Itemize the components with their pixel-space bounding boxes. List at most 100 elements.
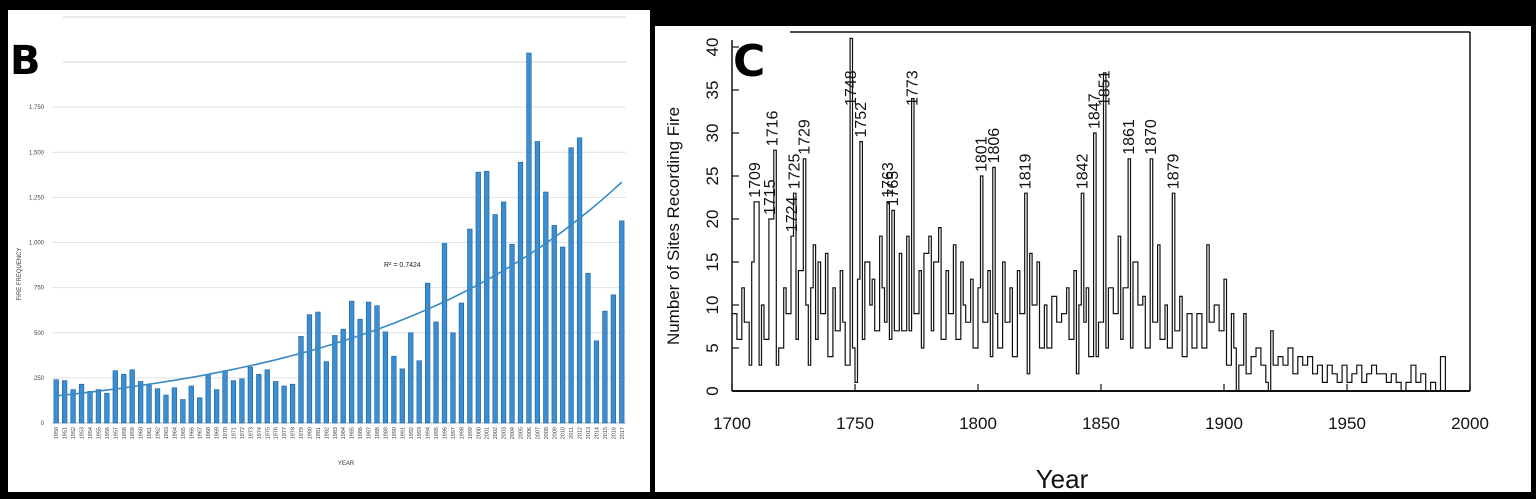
panel-b-x-tick-label: 1960	[139, 427, 145, 439]
panel-b-x-tick-label: 1958	[122, 427, 128, 439]
panel-b-x-axis-label: YEAR	[338, 461, 355, 467]
panel-b-x-tick-label: 1955	[96, 427, 102, 439]
panel-b-x-tick-label: 1993	[417, 427, 423, 439]
panel-b-x-tick-label: 1961	[147, 427, 153, 439]
panel-b-bar	[500, 201, 507, 424]
panel-b-bar	[365, 301, 372, 424]
panel-b-bar	[163, 394, 169, 424]
panel-b-x-tick-label: 1967	[198, 427, 204, 439]
panel-b-bar	[610, 294, 616, 424]
panel-b-y-tick-label: 1,500	[29, 150, 45, 156]
panel-b-x-tick-label: 1998	[459, 427, 465, 439]
panel-b-x-tick-label: 1988	[375, 427, 381, 439]
panel-b-bar	[197, 397, 203, 424]
panel-c-peak-label: 1716	[764, 111, 781, 147]
panel-b-x-tick-label: 1956	[105, 427, 111, 439]
panel-c-peak-label: 1715	[762, 179, 779, 215]
panel-b-x-tick-label: 1989	[383, 427, 389, 439]
panel-b-x-tick-label: 1996	[443, 427, 449, 439]
panel-b-x-tick-label: 1965	[181, 427, 187, 439]
panel-b-x-tick-label: 1963	[164, 427, 170, 439]
panel-c-svg: C Year Number of Sites Recording Fire 0 5…	[655, 10, 1531, 492]
panel-b-x-tick-label: 2015	[603, 427, 609, 439]
panel-b-x-tick-label: 1962	[156, 427, 162, 439]
panel-b-x-tick-label: 2006	[527, 427, 533, 439]
panel-b-x-tick-label: 1986	[358, 427, 364, 439]
panel-c-x-tick-label: 1750	[836, 414, 874, 433]
panel-b-bar	[146, 384, 152, 424]
panel-c-top-strip	[655, 10, 1531, 26]
panel-b-x-tick-label: 1999	[468, 427, 474, 439]
panel-b-bar	[576, 137, 583, 424]
panel-c-x-tick-label: 2000	[1451, 414, 1489, 433]
panel-b-bar	[568, 147, 574, 424]
panel-b-y-axis-label: FIRE FREQUENCY	[17, 247, 23, 300]
panel-b-x-tick-label: 2009	[552, 427, 558, 439]
panel-b-bar	[230, 380, 237, 424]
panel-b-x-tick-label: 1979	[299, 427, 305, 439]
panel-b-bar	[441, 243, 448, 424]
panel-c-x-ticks: 1700 1750 1800 1850 1900 1950 2000	[713, 384, 1489, 433]
panel-b-bar	[87, 391, 93, 424]
panel-b-x-tick-label: 1976	[274, 427, 280, 439]
panel-b-bar	[53, 379, 59, 424]
panel-b-bar	[467, 228, 473, 424]
panel-b-bar	[543, 191, 549, 424]
panel-b-bar	[450, 332, 456, 424]
panel-b-bar	[281, 385, 287, 424]
panel-c-y-tick-label: 25	[703, 167, 722, 186]
panel-b-trendline	[56, 181, 623, 397]
panel-b-bar	[408, 332, 414, 424]
panel-b-bar	[213, 389, 220, 424]
panel-b-x-tick-label: 1964	[172, 427, 178, 439]
panel-b-bar	[323, 361, 329, 424]
panel-b-bar	[256, 373, 262, 424]
panel-b-x-tick-label: 2001	[485, 427, 491, 439]
panel-b-bar	[517, 161, 524, 424]
panel-b-x-tick-label: 2007	[535, 427, 541, 439]
panel-b-x-tick-label: 2017	[620, 427, 626, 439]
panel-b-bar	[104, 392, 110, 424]
panel-b-bar	[484, 170, 490, 424]
panel-b-y-ticks: 0 250 500 750 1,000 1,250 1,500 1,750	[29, 105, 45, 427]
panel-b-bar	[560, 246, 566, 424]
panel-c-peak-label: 1725	[787, 154, 804, 190]
panel-b-x-tick-label: 1953	[80, 427, 86, 439]
panel-b-x-tick-label: 1950	[54, 427, 60, 439]
panel-c-y-tick-label: 40	[703, 38, 722, 57]
panel-b-bar	[382, 331, 389, 424]
panel-b-bar	[619, 220, 625, 424]
panel-b-x-tick-label: 2003	[502, 427, 508, 439]
panel-b-bar	[95, 389, 102, 424]
panel-c-fire-series-line	[732, 37, 1470, 392]
panel-b-bar	[298, 336, 304, 424]
panel-b-x-tick-label: 2002	[493, 427, 499, 439]
panel-b-x-tick-label: 2005	[518, 427, 524, 439]
panel-c-peak-label: 1842	[1074, 154, 1091, 190]
panel-b-y-tick-label: 1,750	[29, 105, 45, 111]
panel-b-bar	[70, 389, 76, 424]
panel-b-bars	[53, 52, 625, 424]
panel-c-peak-label: 1709	[747, 162, 764, 198]
panel-b-bar	[62, 380, 68, 424]
panel-b-x-tick-label: 1977	[282, 427, 288, 439]
panel-b-bar	[585, 272, 591, 424]
panel-b-bar	[78, 383, 85, 424]
panel-b-y-tick-label: 500	[34, 331, 45, 337]
panel-b-bar	[602, 310, 608, 424]
panel-c-x-tick-label: 1950	[1328, 414, 1366, 433]
panel-c-peak-label: 1847	[1087, 93, 1104, 129]
panel-b-x-tick-label: 1995	[434, 427, 440, 439]
panel-b-bar	[306, 314, 313, 424]
panel-b-x-tick-label: 1994	[426, 427, 432, 439]
panel-c-y-tick-label: 20	[703, 210, 722, 229]
panel-b-x-tick-label: 1981	[316, 427, 322, 439]
panel-b-bar	[171, 387, 178, 424]
panel-b-bar	[374, 305, 380, 424]
panel-b-x-tick-label: 1997	[451, 427, 457, 439]
panel-c-x-tick-label: 1900	[1205, 414, 1243, 433]
panel-b-bar	[340, 328, 346, 424]
panel-b-x-tick-label: 1968	[206, 427, 212, 439]
panel-b-x-tick-label: 2013	[586, 427, 592, 439]
